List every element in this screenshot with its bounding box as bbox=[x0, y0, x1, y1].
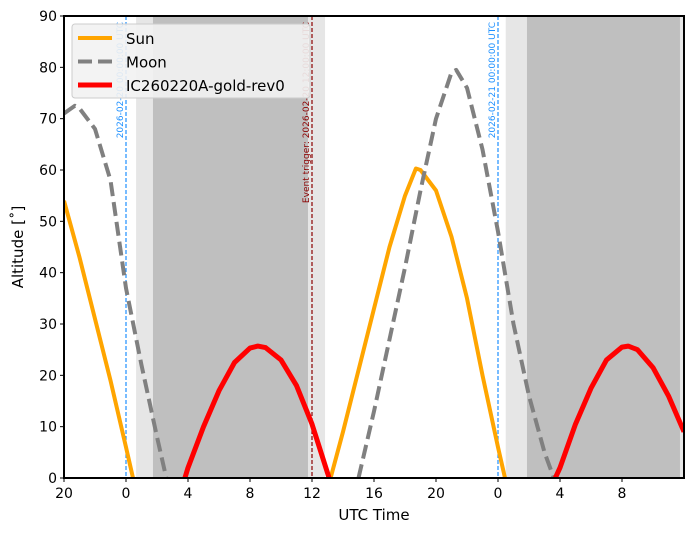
twilight-band bbox=[505, 16, 527, 478]
y-tick-label: 60 bbox=[39, 163, 57, 179]
series-line-ic260220a-gold-rev0 bbox=[182, 343, 332, 478]
time-marker-label: Event trigger: 2026-02-20 12:00:00 UTC bbox=[302, 22, 312, 203]
legend-label: Moon bbox=[126, 54, 167, 72]
x-tick-label: 0 bbox=[122, 486, 131, 502]
x-axis-label: UTC Time bbox=[338, 506, 409, 524]
x-tick-label: 4 bbox=[556, 486, 565, 502]
y-tick-label: 50 bbox=[39, 214, 57, 230]
x-tick-label: 4 bbox=[184, 486, 193, 502]
y-tick-label: 80 bbox=[39, 60, 57, 76]
x-tick-label: 12 bbox=[303, 486, 321, 502]
y-tick-label: 30 bbox=[39, 317, 57, 333]
legend-label: Sun bbox=[126, 30, 155, 48]
y-tick-label: 10 bbox=[39, 420, 57, 436]
time-marker-label: 2026-02-21 00:00:00 UTC bbox=[488, 22, 498, 138]
legend-label: IC260220A-gold-rev0 bbox=[126, 77, 285, 95]
x-tick-label: 20 bbox=[55, 486, 73, 502]
legend: Sun Moon IC260220A-gold-rev0 bbox=[71, 23, 311, 99]
y-tick-label: 0 bbox=[48, 471, 57, 487]
twilight-band bbox=[679, 16, 684, 478]
x-tick-label: 8 bbox=[618, 486, 627, 502]
series-line-moon bbox=[356, 67, 556, 478]
x-tick-label: 16 bbox=[365, 486, 383, 502]
x-tick-label: 20 bbox=[427, 486, 445, 502]
y-tick-label: 70 bbox=[39, 112, 57, 128]
series-line-ic260220a-gold-rev0 bbox=[553, 343, 684, 478]
legend-box bbox=[71, 23, 311, 99]
series-line-sun bbox=[64, 200, 135, 478]
y-tick-label: 40 bbox=[39, 266, 57, 282]
y-tick-label: 20 bbox=[39, 368, 57, 384]
series-line-sun bbox=[328, 166, 507, 478]
x-tick-label: 8 bbox=[246, 486, 255, 502]
y-tick-label: 90 bbox=[39, 9, 57, 25]
x-tick-label: 0 bbox=[494, 486, 503, 502]
night-band bbox=[526, 16, 680, 478]
y-axis-label: Altitude [˚] bbox=[9, 206, 27, 289]
